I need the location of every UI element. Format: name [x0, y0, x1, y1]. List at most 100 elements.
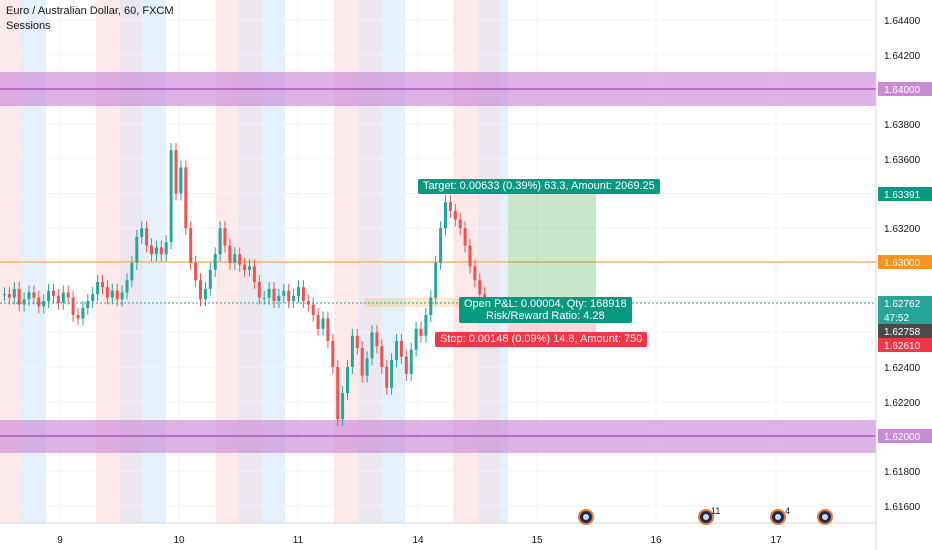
candle[interactable]	[52, 290, 55, 296]
candle[interactable]	[414, 328, 418, 350]
candle[interactable]	[91, 294, 95, 302]
candle[interactable]	[478, 280, 482, 295]
candle[interactable]	[17, 288, 21, 305]
candle[interactable]	[66, 292, 70, 298]
candle[interactable]	[370, 332, 374, 359]
candle[interactable]	[174, 150, 178, 194]
target-label[interactable]: Target: 0.00633 (0.39%) 63.3, Amount: 20…	[418, 179, 660, 194]
candle[interactable]	[32, 292, 36, 298]
candle[interactable]	[101, 281, 104, 288]
candle[interactable]	[444, 202, 447, 229]
candle[interactable]	[203, 288, 207, 300]
candle[interactable]	[404, 356, 408, 374]
candle[interactable]	[164, 242, 168, 255]
candle[interactable]	[341, 393, 345, 420]
price-tag-countdown[interactable]	[878, 310, 932, 324]
candle[interactable]	[7, 294, 11, 298]
candle[interactable]	[346, 367, 349, 394]
candle[interactable]	[424, 314, 428, 336]
candle[interactable]	[375, 332, 379, 347]
candle[interactable]	[125, 280, 129, 293]
candle[interactable]	[150, 245, 153, 255]
candle[interactable]	[81, 308, 85, 319]
candle[interactable]	[365, 358, 369, 376]
candle[interactable]	[267, 288, 271, 298]
candle[interactable]	[154, 247, 158, 255]
candle[interactable]	[321, 318, 325, 329]
candle[interactable]	[184, 167, 188, 229]
candle[interactable]	[159, 247, 163, 255]
candle[interactable]	[399, 340, 403, 357]
candle[interactable]	[120, 292, 124, 300]
candle[interactable]	[140, 228, 144, 237]
candle[interactable]	[61, 292, 65, 303]
price-tag-stop[interactable]	[878, 338, 932, 352]
price-tag-level_1_62[interactable]	[878, 429, 932, 443]
economic-event-icon[interactable]	[698, 509, 714, 525]
symbol-title[interactable]: Euro / Australian Dollar, 60, FXCM	[6, 5, 174, 17]
price-tag-current[interactable]	[878, 296, 932, 310]
candle[interactable]	[135, 236, 139, 263]
candle[interactable]	[71, 297, 75, 315]
candle[interactable]	[105, 287, 109, 298]
candle[interactable]	[47, 290, 51, 302]
candle[interactable]	[287, 290, 291, 302]
candle[interactable]	[3, 294, 6, 296]
candle[interactable]	[439, 228, 443, 263]
candle[interactable]	[238, 254, 242, 265]
candle[interactable]	[336, 367, 340, 420]
candle[interactable]	[419, 328, 423, 336]
candle[interactable]	[390, 360, 394, 388]
candle[interactable]	[213, 254, 217, 270]
economic-event-icon[interactable]	[770, 509, 786, 525]
candle[interactable]	[262, 297, 266, 299]
candle[interactable]	[395, 340, 398, 361]
candle[interactable]	[448, 202, 452, 211]
candle[interactable]	[130, 262, 134, 281]
candle[interactable]	[252, 266, 256, 282]
candle[interactable]	[272, 288, 276, 302]
candle[interactable]	[248, 266, 251, 270]
candle[interactable]	[355, 335, 359, 348]
candle[interactable]	[468, 245, 472, 267]
candle[interactable]	[311, 304, 315, 315]
candle[interactable]	[243, 264, 247, 270]
candle[interactable]	[301, 287, 305, 302]
candle[interactable]	[12, 288, 16, 298]
candle[interactable]	[463, 228, 467, 246]
candle[interactable]	[233, 254, 237, 263]
candle[interactable]	[199, 280, 202, 300]
price-tag-entry[interactable]	[878, 324, 932, 338]
candle[interactable]	[277, 295, 281, 302]
price-tag-level_1_63[interactable]	[878, 255, 932, 269]
candle[interactable]	[208, 269, 212, 289]
candle[interactable]	[189, 228, 193, 263]
candle[interactable]	[115, 290, 119, 300]
candle[interactable]	[218, 228, 222, 255]
candle[interactable]	[292, 295, 296, 302]
pnl-label-box[interactable]: Open P&L: 0.00004, Qty: 168918 Risk/Rewa…	[459, 297, 632, 323]
candle[interactable]	[306, 301, 310, 305]
candle[interactable]	[458, 219, 462, 229]
economic-event-icon[interactable]	[578, 509, 594, 525]
position-target-zone[interactable]	[508, 190, 596, 303]
candle[interactable]	[223, 228, 227, 246]
candle[interactable]	[350, 335, 354, 367]
candle[interactable]	[409, 349, 413, 374]
candle[interactable]	[56, 295, 60, 303]
candle[interactable]	[429, 297, 433, 315]
candle[interactable]	[282, 290, 286, 296]
candle[interactable]	[473, 266, 477, 281]
candle[interactable]	[380, 346, 384, 367]
candle[interactable]	[326, 318, 330, 341]
price-tag-level_1_64[interactable]	[878, 82, 932, 96]
candle[interactable]	[297, 287, 300, 296]
candle[interactable]	[360, 347, 364, 376]
candle[interactable]	[385, 367, 389, 388]
candle[interactable]	[257, 281, 261, 298]
candle[interactable]	[453, 210, 457, 220]
candle[interactable]	[86, 301, 90, 309]
candle[interactable]	[434, 262, 438, 298]
candle[interactable]	[316, 314, 320, 329]
